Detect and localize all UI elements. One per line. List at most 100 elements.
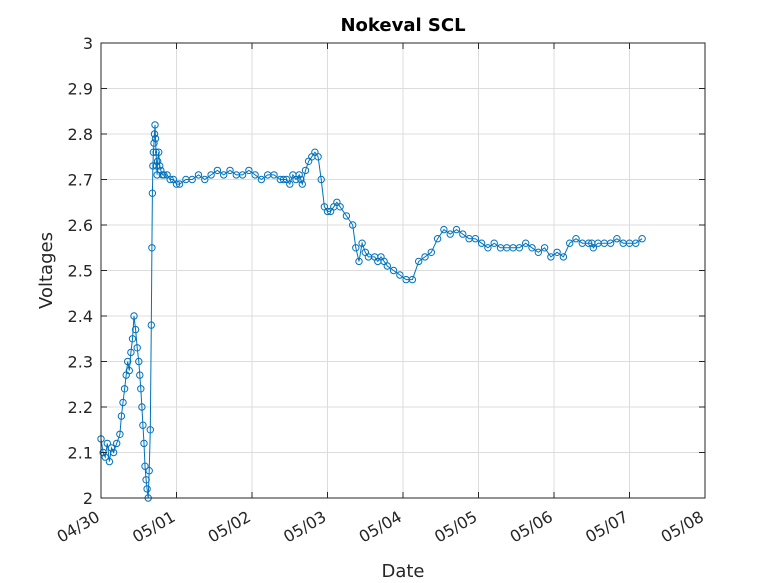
data-point [389,266,398,275]
data-point [238,171,247,179]
data-point [632,239,640,247]
data-point [207,171,215,179]
data-point [336,203,344,211]
data-point [427,248,435,257]
data-point [113,439,121,448]
data-point [213,166,222,175]
data-point [440,225,448,234]
data-point [152,162,161,170]
data-point [160,171,168,179]
data-point [107,444,116,452]
data-point [194,171,203,179]
data-point [286,180,294,188]
y-tick-label: 2.8 [68,125,93,144]
data-point [119,398,127,407]
data-point [383,262,391,270]
y-tick-label: 2.1 [68,444,93,463]
data-point [433,235,442,243]
data-point [566,239,574,247]
data-point [270,171,278,179]
data-point [151,134,160,143]
data-point [534,248,542,257]
data-point [150,139,158,147]
data-point [153,157,162,166]
data-point [408,275,417,284]
data-point [141,462,149,470]
chart-title: Nokeval SCL [340,15,465,36]
data-point [415,257,423,266]
data-point [638,235,646,243]
data-point [145,467,153,475]
y-tick-label: 2.4 [68,307,93,326]
y-tick-label: 2.2 [68,398,93,417]
data-point [484,244,492,252]
data-point [138,403,146,411]
y-axis-title: Voltages [36,232,57,309]
data-point [452,225,461,234]
y-tick-label: 2.6 [68,216,93,235]
y-tick-label: 2 [83,489,93,508]
data-point [150,130,159,138]
data-point [155,148,163,156]
data-point [124,357,132,366]
data-point [352,244,360,252]
data-point [314,153,322,161]
data-point [130,312,138,320]
data-series [97,121,646,502]
data-point [148,189,157,197]
data-point [133,344,141,352]
data-point [606,239,615,247]
data-point [152,148,160,156]
data-point [490,239,498,247]
data-point [540,244,549,252]
data-point [298,180,306,188]
x-axis-title: Date [381,561,424,582]
data-point [396,271,404,279]
data-point [137,385,145,393]
data-point [342,212,351,220]
data-point [471,235,480,243]
data-point [226,166,234,175]
data-point [146,426,155,434]
data-point [142,476,150,484]
data-point [143,485,151,493]
data-point [148,244,156,252]
data-point [220,171,228,179]
data-point [446,230,454,238]
data-point [589,244,597,252]
data-point [528,244,536,252]
data-point [355,257,363,266]
data-point [358,239,366,247]
data-point [128,335,137,343]
data-point [459,230,467,238]
data-point [559,253,568,261]
data-point [297,175,305,184]
data-point [251,171,259,179]
data-point [140,439,148,448]
data-point [125,366,134,375]
data-point [105,457,114,466]
data-point [522,239,530,247]
y-tick-label: 2.5 [68,262,93,281]
data-point [477,239,486,247]
data-point [120,385,129,393]
data-point [553,248,561,257]
data-point [103,439,112,448]
data-point [101,453,109,461]
data-point [584,239,593,247]
data-point [147,321,156,329]
data-point [139,421,147,429]
data-point [188,175,196,184]
data-point [279,175,288,184]
y-tick-label: 2.7 [68,171,93,190]
data-point [135,357,143,366]
data-point [149,148,158,156]
data-point [323,207,332,216]
data-point [201,175,209,184]
y-tick-label: 3 [83,34,93,53]
data-point [515,244,524,252]
data-point [166,175,174,184]
y-tick-label: 2.9 [68,80,93,99]
data-point [109,448,118,457]
data-point [136,371,144,379]
